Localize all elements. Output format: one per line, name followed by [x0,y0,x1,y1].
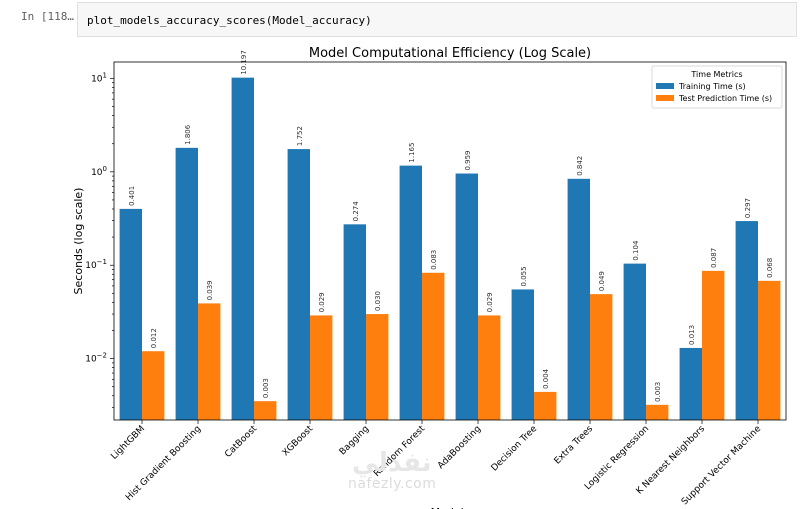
code-text[interactable]: plot_models_accuracy_scores(Model_accura… [87,14,372,27]
bar-prediction [198,303,221,420]
x-tick-label: Decision Tree [490,424,540,474]
bar-prediction [422,272,445,420]
bar-value-label: 1.752 [296,126,304,146]
bar-value-label: 0.274 [352,201,360,222]
chart-title: Model Computational Efficiency (Log Scal… [309,46,591,61]
bar-value-label: 0.401 [128,186,136,206]
bar-training [623,263,646,420]
bar-value-label: 0.013 [688,325,696,345]
y-tick-label: 10−2 [85,352,107,365]
legend-title: Time Metrics [690,70,742,79]
bar-prediction [646,404,669,420]
bar-training [735,221,758,420]
bar-training [567,178,590,420]
bar-prediction [310,315,333,420]
bar-value-label: 0.030 [374,291,382,311]
x-tick-label: CatBoost [223,424,259,460]
bar-value-label: 0.842 [576,156,584,176]
bar-prediction [590,294,613,420]
legend-label: Training Time (s) [678,82,746,91]
bar-training [511,289,534,420]
x-tick-label: XGBoost [281,424,316,459]
y-tick-label: 101 [91,71,107,84]
bar-value-label: 0.083 [430,250,438,270]
bar-value-label: 0.029 [318,292,326,312]
bar-value-label: 0.104 [632,240,640,261]
x-tick-label: LightGBM [109,424,147,462]
x-tick-label: Extra Trees [553,424,596,467]
watermark-arabic: نفذلي [352,448,432,478]
y-axis-label: Seconds (log scale) [72,188,85,295]
bar-prediction [366,314,389,420]
bar-value-label: 0.297 [744,198,752,218]
bar-value-label: 0.029 [486,292,494,312]
bar-value-label: 10.197 [240,50,248,74]
cell-prompt: In [118… [21,10,74,23]
bar-prediction [478,315,501,420]
legend-swatch-training [656,83,674,89]
bar-prediction [702,270,725,420]
bar-training [287,149,310,420]
bar-training [455,173,478,420]
bar-value-label: 0.012 [150,328,158,348]
bar-value-label: 0.055 [520,266,528,286]
watermark-text: nafezly.com [348,476,437,492]
bar-value-label: 0.087 [710,248,718,268]
bar-value-label: 1.165 [408,143,416,163]
x-tick-label: AdaBoosting [436,424,483,471]
bar-value-label: 0.049 [598,271,606,291]
bar-value-label: 0.068 [766,258,774,278]
bar-training [119,208,142,420]
bar-value-label: 1.806 [184,124,192,145]
bar-prediction [254,401,277,420]
legend-label: Test Prediction Time (s) [678,94,772,103]
bar-training [399,165,422,420]
bar-prediction [758,280,781,420]
bar-prediction [534,391,557,420]
bar-training [231,77,254,420]
x-axis-label: Models [431,506,470,509]
bar-training [679,347,702,420]
bar-value-label: 0.039 [206,280,214,300]
legend-box [651,65,783,109]
y-tick-label: 100 [91,165,107,178]
bar-prediction [142,351,165,420]
bar-value-label: 0.959 [464,150,472,170]
bar-value-label: 0.004 [542,368,550,389]
y-tick-label: 10−1 [85,258,107,271]
bar-value-label: 0.003 [262,378,270,398]
bar-value-label: 0.003 [654,382,662,402]
plot-frame [113,61,787,421]
bar-training [175,147,198,420]
bar-training [343,224,366,420]
code-cell[interactable]: plot_models_accuracy_scores(Model_accura… [77,2,797,37]
legend-swatch-prediction [656,95,674,101]
